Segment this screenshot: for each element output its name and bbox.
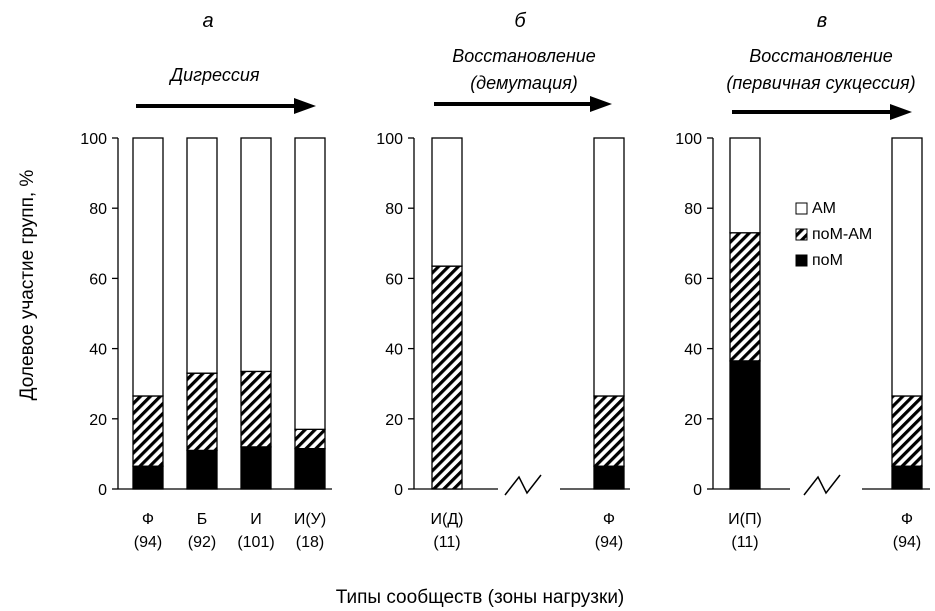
process-arrow-head (890, 104, 912, 120)
legend-label: АМ (812, 200, 836, 217)
y-tick-label: 80 (89, 201, 107, 218)
x-tick-label: Б (197, 511, 208, 528)
y-tick-label: 40 (684, 342, 702, 359)
process-label: Дигрессия (168, 65, 259, 85)
bar-segment (240, 446, 272, 490)
axis-break-mark (803, 474, 841, 496)
y-tick-label: 0 (693, 482, 702, 499)
x-tick-label: Ф (142, 511, 154, 528)
y-tick-label: 40 (385, 342, 403, 359)
sample-size-label: (11) (433, 534, 460, 551)
y-tick-label: 100 (675, 131, 702, 148)
bar-segment (891, 465, 923, 490)
bar-segment (593, 137, 625, 397)
process-label: (демутация) (470, 73, 578, 93)
bar-segment (593, 465, 625, 490)
bar-segment (431, 265, 463, 490)
axis-break-mark (504, 474, 542, 496)
bar-segment (186, 137, 218, 374)
chart-panel-а: а Дигрессия 0 20 40 60 80 100 Ф (94) Б (92) И (101) И(… (80, 10, 332, 551)
panel-letter: в (817, 10, 827, 32)
bar-segment (132, 137, 164, 397)
x-axis-label: Типы сообществ (зоны нагрузки) (336, 587, 625, 608)
y-tick-label: 100 (376, 131, 403, 148)
bar-segment (240, 137, 272, 373)
process-label: Восстановление (749, 46, 893, 66)
y-tick-label: 20 (89, 412, 107, 429)
legend-swatch (795, 228, 808, 241)
process-label: Восстановление (452, 46, 596, 66)
y-tick-label: 80 (385, 201, 403, 218)
panel-letter: б (514, 10, 526, 32)
chart-panels: а Дигрессия 0 20 40 60 80 100 Ф (94) Б (92) И (101) И(… (80, 10, 930, 551)
sample-size-label: (94) (134, 534, 162, 551)
legend: АМ поМ-АМ поМ (795, 200, 872, 269)
bar-segment (891, 395, 923, 467)
bar-segment (186, 449, 218, 490)
sample-size-label: (94) (893, 534, 921, 551)
x-tick-label: Ф (901, 511, 913, 528)
x-tick-label: И(У) (294, 511, 326, 528)
process-arrow-head (590, 96, 612, 112)
sample-size-label: (92) (188, 534, 216, 551)
bar-segment (891, 137, 923, 397)
bar-segment (729, 137, 761, 234)
legend-label: поМ (812, 252, 843, 269)
bar-segment (294, 137, 326, 430)
bar-segment (240, 370, 272, 448)
sample-size-label: (94) (595, 534, 623, 551)
legend-label: поМ-АМ (812, 226, 872, 243)
bar-segment (729, 232, 761, 362)
y-tick-label: 80 (684, 201, 702, 218)
y-tick-label: 60 (385, 271, 403, 288)
y-tick-label: 60 (684, 271, 702, 288)
y-tick-label: 0 (98, 482, 107, 499)
y-tick-label: 20 (684, 412, 702, 429)
y-axis-label: Долевое участие групп, % (17, 170, 38, 401)
process-label: (первичная сукцессия) (726, 73, 915, 93)
bar-segment (294, 447, 326, 490)
y-tick-label: 0 (394, 482, 403, 499)
x-tick-label: Ф (603, 511, 615, 528)
x-tick-label: И (250, 511, 262, 528)
sample-size-label: (18) (296, 534, 324, 551)
sample-size-label: (11) (731, 534, 758, 551)
bar-segment (431, 137, 463, 267)
bar-segment (186, 372, 218, 452)
process-arrow-head (294, 98, 316, 114)
bar-segment (132, 465, 164, 490)
bar-segment (132, 395, 164, 467)
bar-segment (729, 360, 761, 490)
x-tick-label: И(П) (728, 511, 762, 528)
chart-panel-в: в Восстановление (первичная сукцессия) 0 20 4… (675, 10, 930, 551)
chart-panel-б: б Восстановление (демутация) 0 20 40 60 80 100 И(… (376, 10, 630, 551)
x-tick-label: И(Д) (431, 511, 464, 528)
legend-swatch (795, 254, 808, 267)
sample-size-label: (101) (237, 534, 274, 551)
y-tick-label: 100 (80, 131, 107, 148)
y-tick-label: 60 (89, 271, 107, 288)
legend-swatch (795, 202, 808, 215)
bar-segment (294, 428, 326, 450)
y-tick-label: 40 (89, 342, 107, 359)
panel-letter: а (202, 10, 213, 32)
bar-segment (593, 395, 625, 467)
y-tick-label: 20 (385, 412, 403, 429)
